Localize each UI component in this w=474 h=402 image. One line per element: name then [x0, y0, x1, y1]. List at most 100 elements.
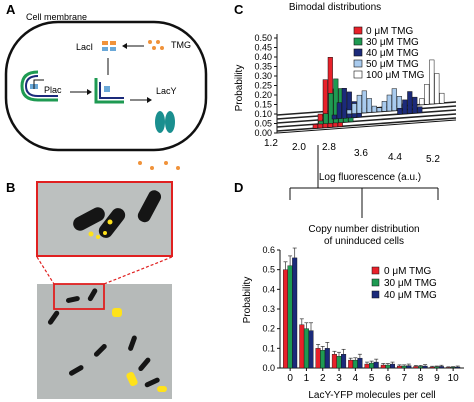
plac-label: Plac	[44, 85, 62, 95]
panel-c-bar	[328, 93, 334, 124]
panel-c-bar	[391, 88, 397, 111]
panel-d-letter: D	[234, 180, 243, 195]
panel-d: D Copy number distribution of uninduced …	[234, 180, 464, 401]
zoom-inset-frame	[36, 181, 173, 257]
panel-c-letter: C	[234, 2, 244, 17]
panel-d-bar	[455, 366, 461, 369]
panel-c-bar	[327, 57, 333, 128]
panel-c-legend-swatch	[353, 48, 363, 57]
panel-c-ytick-label: 0.50	[254, 33, 272, 43]
panel-c-title: Bimodal distributions	[289, 2, 381, 13]
panel-d-xtick-label: 3	[336, 373, 342, 384]
panel-c-bar	[323, 113, 329, 124]
panel-c-bar	[336, 102, 342, 119]
panel-c-legend-swatch	[353, 70, 363, 79]
panel-d-bar	[413, 366, 419, 369]
panel-c-bar	[417, 106, 423, 114]
panel-d-xtick-label: 8	[418, 373, 424, 384]
panel-c-xtick-label: 4.4	[388, 152, 402, 163]
panel-c-xticks: 1.2 2.0 2.8 3.6 4.4 5.2	[264, 138, 440, 165]
panel-c-histograms	[312, 57, 445, 129]
panel-d-xtick-label: 4	[353, 373, 359, 384]
expression-arrowhead	[147, 97, 152, 103]
panel-c-ytick-label: 0.15	[254, 100, 272, 110]
panel-c-legend-label: 0 μM TMG	[366, 26, 413, 37]
field-cells	[47, 288, 167, 392]
panel-d-ytick-label: 0.6	[262, 245, 275, 255]
panel-d-bar	[422, 365, 428, 369]
panel-d-bar	[287, 265, 293, 369]
panel-c-bar	[318, 120, 324, 125]
panel-d-bar	[336, 356, 342, 369]
panel-d-bar	[380, 364, 386, 369]
panel-d-xtick-label: 2	[320, 373, 326, 384]
panel-d-bar	[348, 359, 354, 369]
panel-c-bar	[402, 99, 408, 115]
panel-c-bar	[351, 103, 357, 114]
panel-c-bar	[322, 79, 328, 128]
panel-d-ytick-label: 0.1	[262, 343, 275, 353]
panel-c-floor-line	[276, 113, 457, 128]
lacy-permease-icon	[155, 111, 175, 133]
panel-d-xticks: 0 1 2 3 4 5 6 7 8 9 10	[287, 368, 459, 384]
panel-d-bar	[406, 365, 412, 369]
lacy-label: LacY	[156, 86, 177, 96]
panel-c-legend-swatch	[353, 26, 363, 35]
bracket-label-line2: of uninduced cells	[324, 236, 404, 247]
panel-c-bar	[356, 94, 362, 114]
panel-d-bar	[352, 359, 358, 369]
panel-c-legend-label: 30 μM TMG	[366, 37, 419, 48]
panel-d-bar	[320, 350, 326, 369]
panel-d-xtick-label: 9	[434, 373, 440, 384]
panel-c-x-axis	[276, 119, 457, 134]
panel-d-bar	[308, 330, 314, 369]
panel-c-legend-swatch	[353, 37, 363, 46]
tmg-to-laci-arrowhead	[122, 43, 127, 49]
panel-c-bar	[381, 101, 387, 112]
panel-c-bar	[312, 124, 318, 129]
panel-c-bar	[366, 98, 372, 113]
panel-d-bar	[373, 361, 379, 369]
panel-d-legend-label: 0 μM TMG	[384, 266, 431, 277]
panel-d-bar	[450, 367, 456, 369]
panel-c-yticks: 0.500.450.400.350.300.250.200.150.100.05…	[254, 33, 277, 138]
panel-d-xtick-label: 10	[448, 373, 460, 384]
panel-b: B	[6, 180, 173, 399]
panel-c-legend-label: 100 μM TMG	[366, 70, 425, 81]
lac-operon-dna-icon	[94, 78, 124, 104]
panel-d-legend-label: 40 μM TMG	[384, 290, 437, 301]
panel-c-ytick-label: 0.00	[254, 128, 272, 138]
panel-d-bar	[283, 269, 289, 369]
panel-c-bar	[346, 109, 352, 115]
external-tmg-icon	[138, 161, 180, 170]
plac-promoter-icon	[20, 70, 58, 102]
zoomed-cells	[73, 190, 162, 239]
panel-d-xlabel: LacY-YFP molecules per cell	[308, 390, 435, 401]
laci-label: LacI	[76, 42, 93, 52]
panel-c-bar	[333, 78, 339, 124]
panel-d-bar	[429, 366, 435, 369]
panel-c-bar	[376, 107, 382, 112]
panel-c-bar	[434, 73, 440, 104]
panel-c-bar	[371, 105, 377, 113]
panel-d-bars	[283, 247, 461, 369]
laci-protein-icon	[102, 41, 116, 51]
panel-d-ylabel: Probability	[242, 277, 253, 324]
panel-d-xtick-label: 0	[287, 373, 293, 384]
panel-d-bar	[369, 362, 375, 369]
panel-c-xtick-label: 2.0	[292, 142, 306, 153]
panel-c-bar	[407, 91, 413, 114]
panel-c-ytick-label: 0.25	[254, 81, 272, 91]
panel-d-bar	[418, 366, 424, 369]
panel-d-yticks: 0.0 0.1 0.2 0.3 0.4 0.5 0.6	[262, 245, 280, 373]
panel-c-bar	[386, 94, 392, 112]
panel-c-bar	[429, 59, 435, 105]
panel-d-ytick-label: 0.5	[262, 265, 275, 275]
panel-d-xtick-label: 6	[385, 373, 391, 384]
panel-d-bar	[390, 363, 396, 369]
panel-c-bar	[424, 84, 430, 105]
panel-d-bar	[364, 363, 370, 369]
panel-c: C Bimodal distributions Probability 0.50…	[234, 2, 457, 183]
